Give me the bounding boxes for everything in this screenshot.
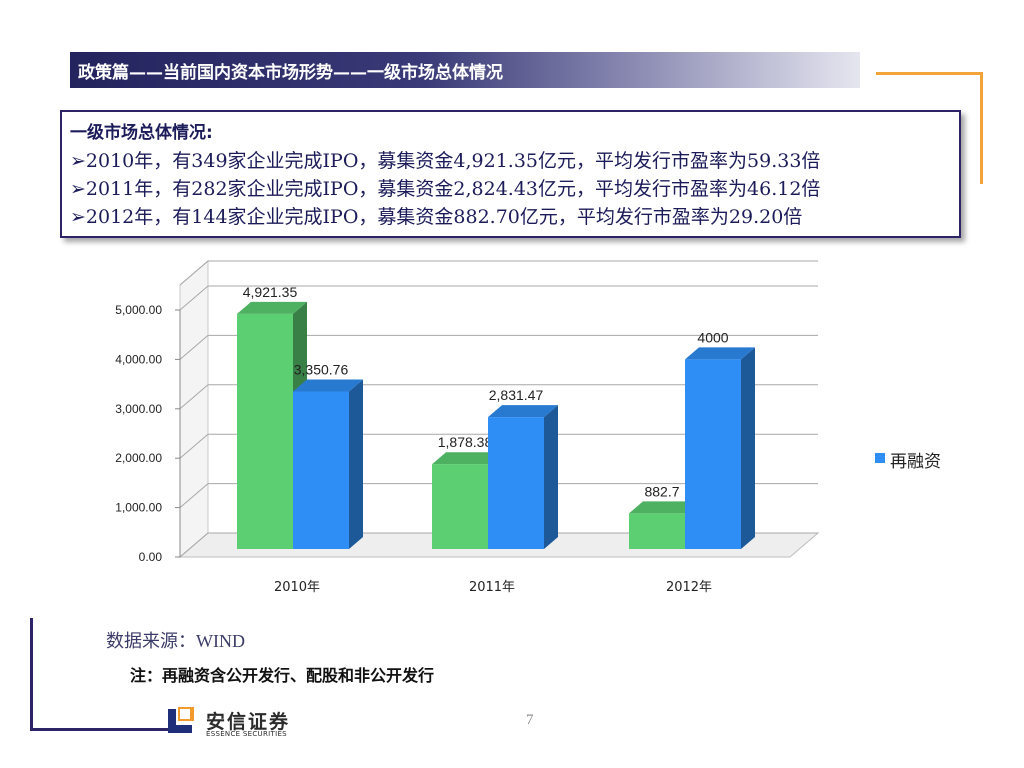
- page-title: 政策篇——当前国内资本市场形势——一级市场总体情况: [78, 63, 503, 83]
- legend-label: 再融资: [890, 452, 941, 472]
- data-label: 4,921.35: [243, 284, 298, 300]
- y-tick-label: 1,000.00: [115, 501, 162, 515]
- bar-top: [488, 405, 558, 418]
- gridline: [179, 433, 818, 459]
- data-source: 数据来源：WIND: [106, 631, 245, 651]
- bar-side: [349, 379, 363, 549]
- summary-bullet-2012: ➢2012年，有144家企业完成IPO，募集资金882.70亿元，平均发行市盈率…: [70, 206, 803, 228]
- decorative-orange-line: [876, 72, 982, 75]
- gridline: [179, 334, 818, 360]
- logo-text-cn: 安信证券: [206, 711, 291, 733]
- company-logo-icon: [168, 707, 194, 733]
- bar-top: [629, 501, 699, 514]
- bar: [237, 313, 293, 549]
- chart-side-wall: [179, 259, 209, 559]
- x-tick-label: 2010年: [274, 580, 320, 595]
- data-label: 3,350.76: [294, 361, 349, 377]
- data-label: 2,831.47: [489, 387, 544, 403]
- summary-heading: 一级市场总体情况:: [70, 123, 213, 143]
- bar-side: [544, 405, 558, 549]
- frame-line-vertical: [30, 618, 33, 730]
- data-label: 4000: [697, 329, 728, 345]
- gridline: [179, 285, 818, 311]
- gridline: [179, 384, 818, 410]
- page-number: 7: [526, 712, 534, 728]
- decorative-orange-line-vertical: [980, 72, 983, 184]
- data-label: 1,878.38: [438, 434, 493, 450]
- y-tick-label: 4,000.00: [115, 352, 162, 366]
- frame-line-horizontal: [30, 728, 178, 731]
- summary-box: [60, 110, 961, 238]
- y-tick-label: 5,000.00: [115, 303, 162, 317]
- bar: [488, 417, 544, 549]
- bar: [685, 359, 741, 549]
- bar-top: [685, 347, 755, 360]
- gridline: [179, 260, 818, 286]
- bar: [629, 513, 685, 549]
- footnote: 注：再融资含公开发行、配股和非公开发行: [130, 666, 435, 685]
- gridline: [179, 483, 818, 508]
- legend-swatch: [875, 453, 885, 463]
- x-tick-label: 2012年: [666, 580, 712, 595]
- bar-top: [432, 452, 502, 465]
- summary-bullet-2010: ➢2010年，有349家企业完成IPO，募集资金4,921.35亿元，平均发行市…: [70, 150, 821, 172]
- summary-bullet-2011: ➢2011年，有282家企业完成IPO，募集资金2,824.43亿元，平均发行市…: [70, 178, 821, 200]
- y-tick-label: 2,000.00: [115, 451, 162, 465]
- y-tick-label: 3,000.00: [115, 402, 162, 416]
- data-label: 882.7: [644, 483, 679, 499]
- header-bar: [70, 52, 860, 88]
- logo-text-en: ESSENCE SECURITIES: [206, 730, 287, 738]
- bar: [293, 391, 349, 549]
- bar-side: [741, 347, 755, 549]
- bar: [432, 464, 488, 549]
- gridline: [179, 532, 818, 558]
- x-tick-label: 2011年: [469, 580, 515, 595]
- bar-chart: 0.00 1,000.00 2,000.00 3,000.00 4,000.00 5,00…: [115, 259, 941, 595]
- bar-top: [293, 379, 363, 392]
- y-tick-label: 0.00: [139, 550, 163, 564]
- bar-top: [237, 301, 307, 314]
